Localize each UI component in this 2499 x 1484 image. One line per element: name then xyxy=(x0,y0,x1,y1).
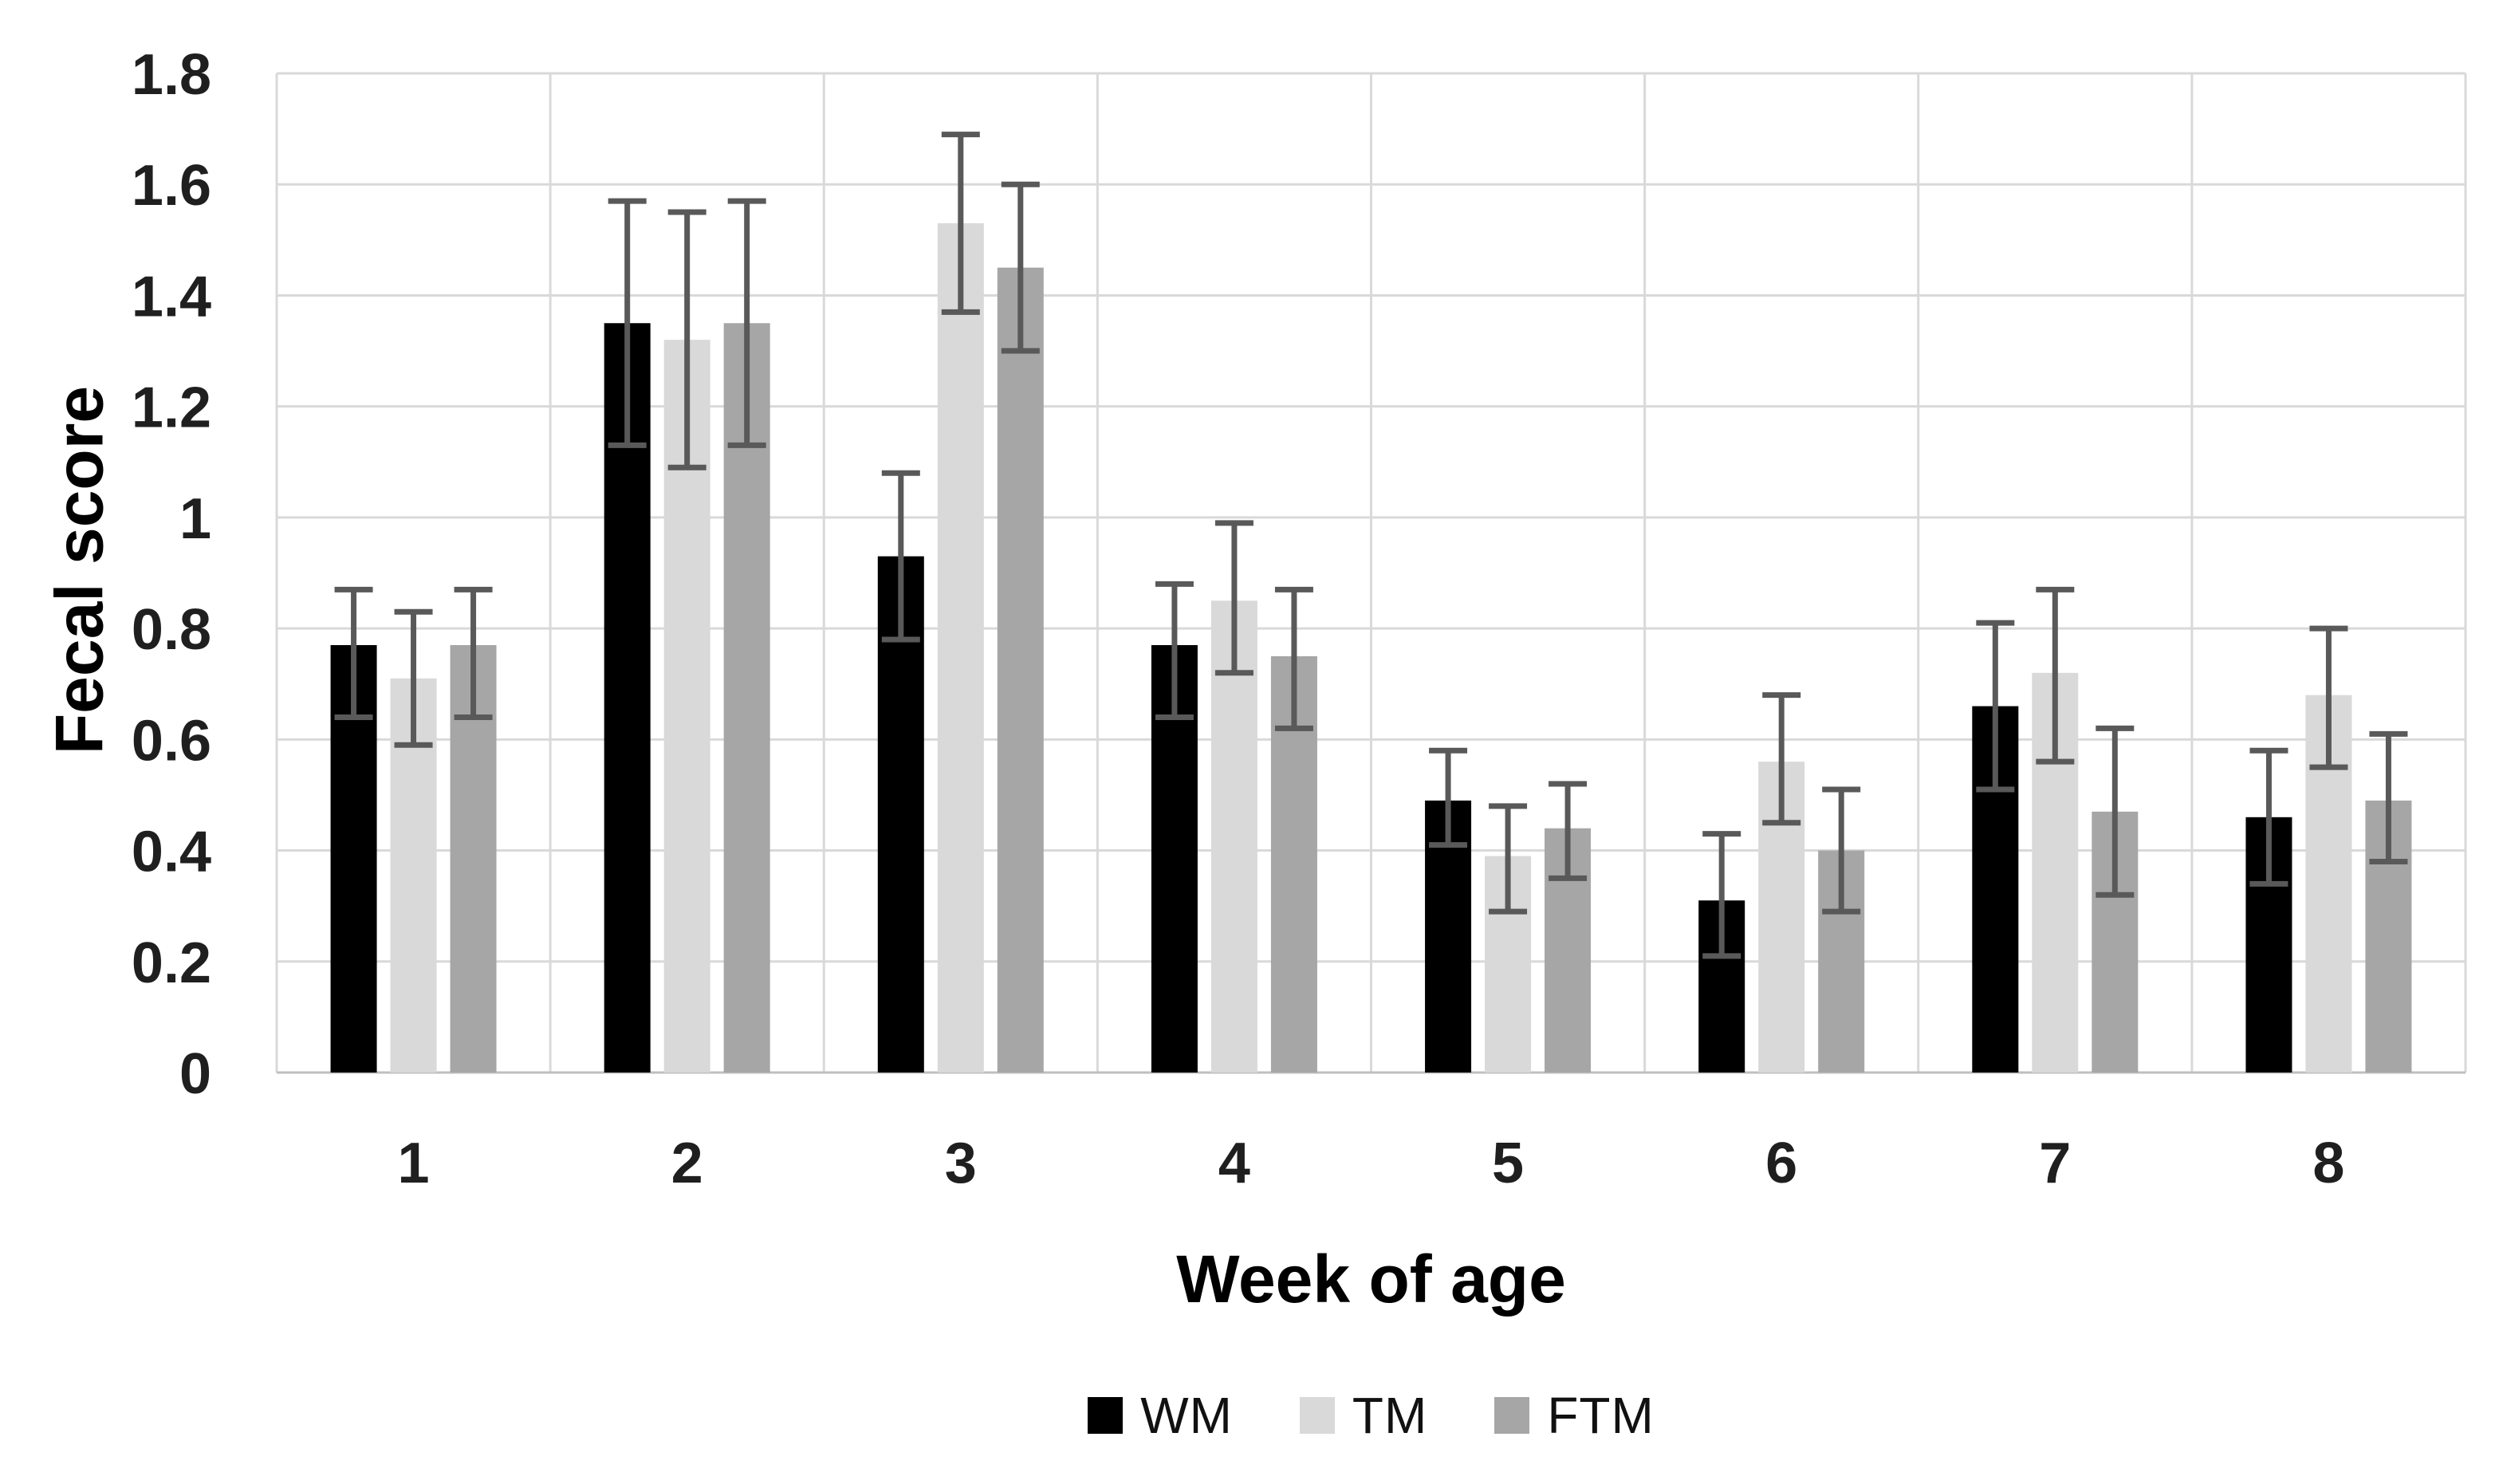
legend: WM TM FTM xyxy=(277,1386,2466,1445)
errorbar-wm-week4 xyxy=(1155,581,1194,720)
y-tick-label: 0.4 xyxy=(132,821,211,884)
errorbar-ftm-week6 xyxy=(1822,786,1861,915)
errorbar-wm-week8 xyxy=(2249,747,2288,887)
y-tick-label: 0.2 xyxy=(132,931,211,995)
legend-item-tm: TM xyxy=(1299,1386,1428,1445)
y-tick-label: 1.8 xyxy=(132,43,211,107)
x-axis-title: Week of age xyxy=(1176,1242,1566,1317)
errorbar-tm-week6 xyxy=(1762,692,1801,826)
y-tick-label: 1 xyxy=(179,487,211,551)
errorbar-ftm-week4 xyxy=(1274,586,1313,731)
x-tick-label-week-4: 4 xyxy=(1218,1132,1250,1195)
y-tick-label: 0 xyxy=(179,1042,211,1106)
legend-item-ftm: FTM xyxy=(1494,1386,1655,1445)
y-tick-label: 1.6 xyxy=(132,154,211,218)
x-tick-label-week-1: 1 xyxy=(398,1132,430,1195)
legend-swatch-ftm xyxy=(1494,1397,1530,1434)
errorbar-wm-week7 xyxy=(1976,620,2015,793)
bar-tm-week4 xyxy=(1210,600,1257,1073)
errorbar-ftm-week1 xyxy=(454,586,493,720)
legend-label-tm: TM xyxy=(1352,1387,1428,1444)
errorbar-ftm-week7 xyxy=(2096,725,2135,898)
errorbar-tm-week3 xyxy=(941,132,980,315)
x-tick-label-week-2: 2 xyxy=(671,1132,703,1195)
errorbar-ftm-week3 xyxy=(1001,181,1040,354)
errorbar-wm-week6 xyxy=(1702,831,1741,959)
errorbar-ftm-week5 xyxy=(1549,781,1588,881)
x-tick-label-week-7: 7 xyxy=(2039,1132,2071,1195)
errorbar-wm-week5 xyxy=(1429,747,1468,848)
x-tick-label-week-5: 5 xyxy=(1492,1132,1524,1195)
legend-label-ftm: FTM xyxy=(1547,1387,1655,1444)
x-tick-label-week-3: 3 xyxy=(945,1132,977,1195)
errorbar-wm-week3 xyxy=(881,470,920,643)
legend-label-wm: WM xyxy=(1140,1387,1233,1444)
y-tick-label: 0.8 xyxy=(132,598,211,662)
errorbar-wm-week1 xyxy=(334,586,373,720)
legend-item-wm: WM xyxy=(1088,1386,1233,1445)
errorbar-tm-week4 xyxy=(1214,520,1253,676)
x-tick-label-week-6: 6 xyxy=(1765,1132,1797,1195)
y-tick-label: 1.2 xyxy=(132,376,211,440)
errorbar-tm-week2 xyxy=(667,209,706,470)
legend-swatch-tm xyxy=(1299,1397,1335,1434)
errorbar-wm-week2 xyxy=(608,198,647,448)
errorbar-ftm-week2 xyxy=(727,198,766,448)
bar-ftm-week3 xyxy=(997,267,1044,1073)
y-tick-label: 1.4 xyxy=(132,265,211,329)
errorbar-tm-week7 xyxy=(2036,586,2075,765)
errorbar-tm-week8 xyxy=(2309,625,2348,770)
errorbar-tm-week1 xyxy=(394,608,433,748)
x-tick-label-week-8: 8 xyxy=(2312,1132,2344,1195)
bar-tm-week3 xyxy=(937,222,984,1073)
errorbar-tm-week5 xyxy=(1489,803,1528,915)
legend-swatch-wm xyxy=(1088,1397,1124,1434)
errorbar-ftm-week8 xyxy=(2369,730,2408,864)
y-axis-title: Fecal score xyxy=(41,385,117,755)
y-tick-label: 0.6 xyxy=(132,709,211,773)
